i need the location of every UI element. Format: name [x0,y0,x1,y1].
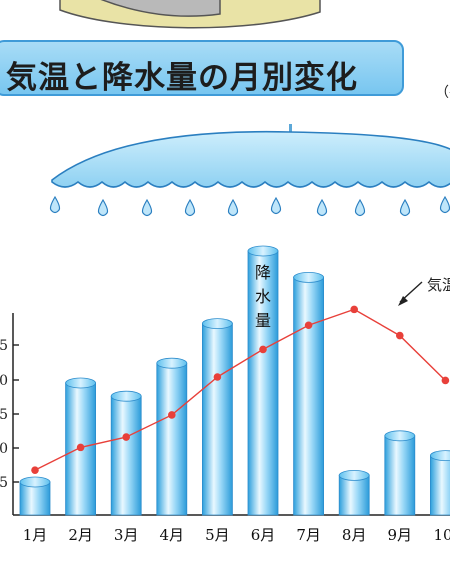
x-tick-label: 6月 [251,526,276,544]
temperature-annotation-label: 気温 [427,276,450,294]
bar-label-char-1: 降 [255,263,271,282]
raindrop-icon [354,198,366,217]
x-tick-label: 4月 [160,526,185,544]
temperature-point-2月 [76,443,85,452]
bar-8月 [338,469,370,516]
temperature-annotation: 気温 [398,276,450,306]
y-tick-label: 0 [0,373,8,389]
unit-note: （平 [435,85,450,101]
temperature-point-8月 [350,305,359,314]
umbrella-icon [49,124,450,217]
bar-label-char-3: 量 [255,311,271,330]
raindrop-icon [227,198,239,217]
raindrop-icon [439,195,450,214]
x-tick-label: 3月 [114,526,139,544]
bar-4月 [156,357,188,516]
x-tick-label: 10. [433,526,450,544]
temperature-point-10月 [441,376,450,385]
y-tick-label: 5 [0,475,8,491]
temperature-line [34,308,446,471]
raindrop-icon [399,198,411,217]
temperature-point-5月 [213,373,222,381]
bar-7月 [293,271,325,516]
raindrop-icon [316,198,328,217]
y-tick-label: 5 [0,407,8,423]
raindrop-icon [270,196,282,215]
x-tick-label: 1月 [23,526,48,544]
pie-fragment [59,0,321,29]
precipitation-bar-label: 降 水 量 [255,263,271,330]
bar-3月 [110,390,142,516]
y-tick-label: 5 [0,338,8,354]
x-tick-label: 9月 [388,526,413,544]
x-tick-label: 2月 [68,526,93,544]
temperature-point-7月 [304,321,313,330]
temperature-point-3月 [122,433,130,441]
bar-6月 [247,245,279,516]
raindrop-icon [97,198,109,217]
raindrop-icon [49,195,61,214]
bar-5月 [201,318,233,516]
raindrop-icon [184,198,196,217]
bar-label-char-2: 水 [255,287,271,306]
title-banner: 気温と降水量の月別変化 [0,40,404,96]
chart-title: 気温と降水量の月別変化 [6,60,358,96]
bar-9月 [384,430,416,516]
temperature-point-9月 [396,331,404,340]
temperature-point-1月 [31,466,39,474]
x-tick-label: 7月 [296,526,321,544]
temperature-point-6月 [259,345,267,354]
bar-1月 [19,476,51,516]
bar-10月 [430,450,450,516]
x-tick-label: 5月 [205,526,230,544]
x-tick-label: 8月 [342,526,367,544]
raindrop-icon [141,198,153,217]
y-tick-label: 0 [0,441,8,457]
temperature-point-4月 [168,411,176,419]
